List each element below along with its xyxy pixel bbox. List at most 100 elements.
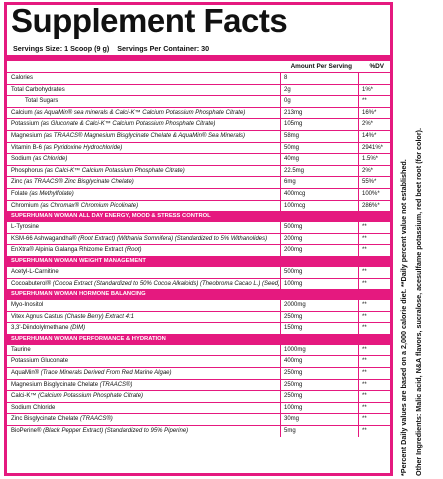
daily-value-percent: 100%* [362,190,380,197]
nutrient-name: Myo-Inositol [11,302,44,309]
daily-value-percent: ** [362,247,367,254]
column-divider [280,323,281,334]
amount-per-serving: 250mg [284,393,303,400]
nutrient-row: Sodium Chloride 100mg ** [7,401,390,414]
daily-value-percent: ** [362,346,367,353]
nutrient-row: Calories 8 [7,72,390,84]
nutrient-source-note: (as AquaMin® sea minerals & Calci-K™ Cal… [34,109,246,116]
nutrient-row: EnXtra® Alpinia Galanga Rhizome Extract … [7,244,390,256]
column-divider [358,84,359,96]
nutrient-name: Zinc [11,179,23,186]
nutrient-name: Potassium Gluconate [11,358,69,365]
column-divider [280,154,281,165]
nutrient-row: Total Carbohydrates 2g 1%* [7,83,390,96]
nutrient-table: Calories 8 Total Carbohydrates 2g 1%* Total S… [7,72,390,437]
nutrient-name: Total Carbohydrates [11,86,65,93]
column-divider [358,344,359,356]
amount-per-serving: 58mg [284,132,300,139]
column-divider [280,165,281,177]
daily-value-percent: ** [362,381,367,388]
daily-value-percent: 16%* [362,109,377,116]
nutrient-source-note: (Root Extract) (Withania Somnifera) (Sta… [78,235,268,242]
column-divider [358,154,359,165]
nutrient-name-cell: Chromium (as Chromax® Chromium Picolinat… [11,201,138,211]
daily-value-percent: ** [362,428,367,435]
column-divider [358,278,359,290]
column-divider [358,300,359,311]
nutrient-name-cell: 3,3'-Diindolylmethane (DIM) [11,323,85,333]
nutrient-row: Acetyl-L-Carnitine 500mg ** [7,265,390,278]
column-divider [358,391,359,402]
nutrient-source-note: (Calcium Potassium Phosphate Citrate) [38,393,144,400]
nutrient-row: Calci-K™ (Calcium Potassium Phosphate Ci… [7,390,390,402]
nutrient-name: BioPerine® [11,428,42,435]
column-divider [358,379,359,391]
nutrient-row: Total Sugars 0g ** [7,95,390,107]
nutrient-name: Magnesium [11,132,43,139]
nutrient-name: Potassium [11,121,40,128]
nutrient-row: Zinc (as TRAACS® Zinc Bisglycinate Chela… [7,176,390,188]
amount-per-serving: 200mg [284,247,303,254]
nutrient-row: Phosphorus (as Calci-K™ Calcium Potassiu… [7,164,390,177]
daily-value-percent: 55%* [362,179,377,186]
nutrient-name: AquaMin® [11,370,40,377]
nutrient-name: Total Sugars [25,98,59,105]
nutrient-name-cell: AquaMin® (Trace Minerals Derived From Re… [11,368,172,378]
amount-per-serving: 2g [284,86,291,93]
amount-per-serving: 250mg [284,313,303,320]
nutrient-name-cell: Sodium (as Chloride) [11,154,67,164]
amount-per-serving: 5mg [284,428,296,435]
column-divider [280,426,281,437]
nutrient-name: Sodium [11,156,32,163]
nutrient-source-note: (as Chromax® Chromium Picolinate) [40,202,139,209]
nutrient-source-note: (as TRAACS® Magnesium Bisglycinate Chela… [43,132,246,139]
daily-value-percent: 1.5%* [362,156,379,163]
daily-value-percent: ** [362,302,367,309]
nutrient-name-cell: Acetyl-L-Carnitine [11,267,59,277]
nutrient-name-cell: Magnesium Bisglycinate Chelate (TRAACS®) [11,380,132,390]
nutrient-row: L-Tyrosine 500mg ** [7,221,390,233]
nutrient-name: Cocoabuterol® [11,280,52,287]
nutrient-name: 3,3'-Diindolylmethane [11,325,69,332]
section-header: SUPERHUMAN WOMAN ALL DAY ENERGY, MOOD & … [7,211,390,222]
nutrient-source-note: (as Pyridoxine Hydrochloride) [43,144,123,151]
column-divider [280,266,281,278]
nutrient-name-cell: Cocoabuterol® (Cocoa Extract (Standardiz… [11,279,279,289]
nutrient-row: Myo-Inositol 2000mg ** [7,299,390,311]
amount-per-serving: 22.5mg [284,167,305,174]
column-divider [358,402,359,414]
amount-column-label: Amount Per Serving [290,63,352,70]
column-divider [358,188,359,200]
column-divider [358,130,359,142]
amount-per-serving: 50mg [284,144,300,151]
column-divider [280,73,281,84]
nutrient-source-note: (as Methylfolate) [29,190,74,197]
nutrient-source-note: (as Calci-K™ Calcium Potassium Phosphate… [44,167,185,174]
nutrient-name: Vitex Agnus Castus [11,313,63,320]
nutrient-name-cell: Zinc Bisglycinate Chelate (TRAACS®) [11,414,113,424]
section-header: SUPERHUMAN WOMAN WEIGHT MANAGEMENT [7,255,390,266]
daily-value-percent: 286%* [362,202,380,209]
column-divider [280,233,281,245]
nutrient-name: EnXtra® Alpinia Galanga Rhizome Extract [11,247,124,254]
column-divider [280,96,281,107]
nutrient-name: KSM-66 Ashwagandha® [11,235,77,242]
nutrient-name-cell: EnXtra® Alpinia Galanga Rhizome Extract … [11,245,142,255]
nutrient-row: Vitex Agnus Castus (Chaste Berry) Extrac… [7,310,390,323]
column-divider [358,323,359,334]
column-divider [280,142,281,154]
amount-per-serving: 30mg [284,416,300,423]
amount-per-serving: 250mg [284,370,303,377]
section-title: SUPERHUMAN WOMAN PERFORMANCE & HYDRATION [11,335,166,342]
nutrient-name-cell: Taurine [11,345,31,355]
section-title: SUPERHUMAN WOMAN ALL DAY ENERGY, MOOD & … [11,213,211,220]
nutrient-row: Zinc Bisglycinate Chelate (TRAACS®) 30mg *… [7,413,390,426]
section-header: SUPERHUMAN WOMAN PERFORMANCE & HYDRATION [7,333,390,344]
nutrient-row: Taurine 1000mg ** [7,343,390,356]
nutrient-row: 3,3'-Diindolylmethane (DIM) 150mg ** [7,322,390,334]
nutrient-source-note: (Black Pepper Extract) (Standardized to … [43,428,189,435]
amount-per-serving: 100mg [284,280,303,287]
amount-per-serving: 213mg [284,109,303,116]
nutrient-name: Phosphorus [11,167,44,174]
daily-value-percent: ** [362,98,367,105]
